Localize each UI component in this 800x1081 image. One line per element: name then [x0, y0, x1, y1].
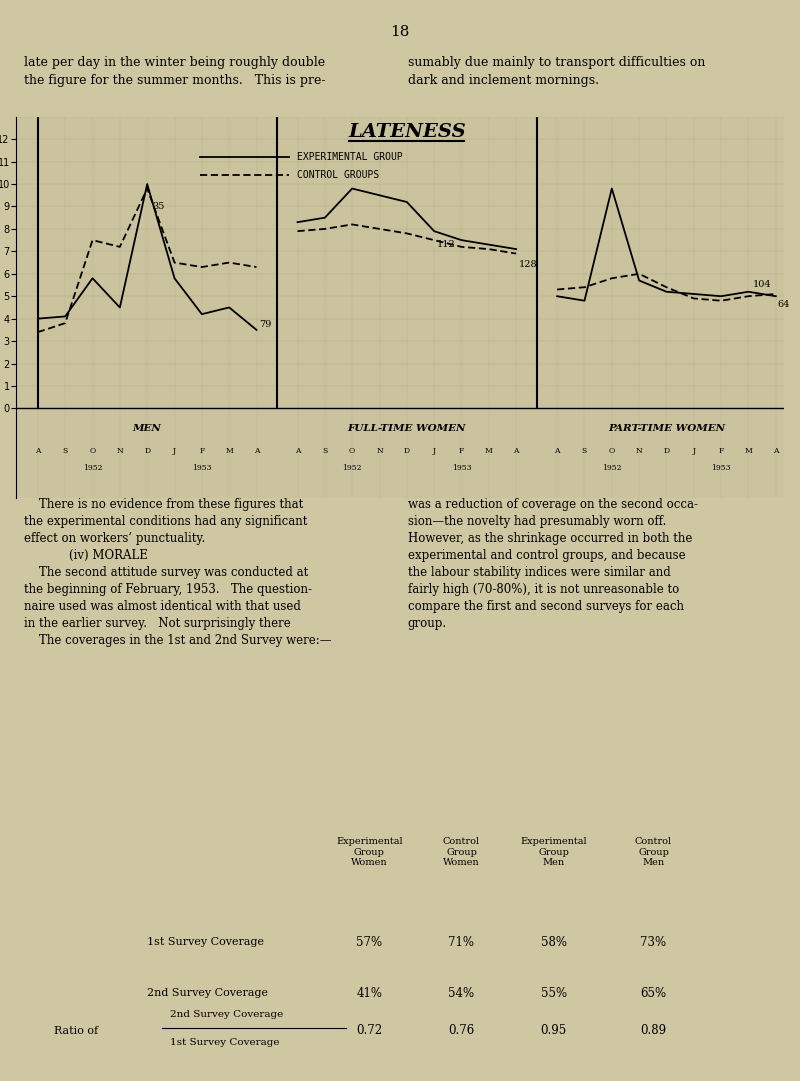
- Text: PART-TIME WOMEN: PART-TIME WOMEN: [608, 424, 725, 433]
- Text: Experimental
Group
Women: Experimental Group Women: [336, 837, 402, 867]
- Text: LATENESS: LATENESS: [348, 123, 466, 142]
- Text: 0.95: 0.95: [541, 1024, 566, 1037]
- Text: Control
Group
Men: Control Group Men: [635, 837, 672, 867]
- Text: S: S: [582, 446, 587, 454]
- Text: 0.89: 0.89: [640, 1024, 666, 1037]
- Text: EXPERIMENTAL GROUP: EXPERIMENTAL GROUP: [297, 152, 402, 162]
- Text: M: M: [226, 446, 233, 454]
- Text: 1952: 1952: [82, 465, 102, 472]
- Text: 1952: 1952: [602, 465, 622, 472]
- Text: 73%: 73%: [640, 935, 666, 948]
- Text: F: F: [718, 446, 724, 454]
- Text: 1st Survey Coverage: 1st Survey Coverage: [170, 1038, 279, 1046]
- Text: sumably due mainly to transport difficulties on
dark and inclement mornings.: sumably due mainly to transport difficul…: [408, 56, 705, 88]
- Text: A: A: [294, 446, 300, 454]
- Text: 0.76: 0.76: [448, 1024, 474, 1037]
- Text: was a reduction of coverage on the second occa-
sion—the novelty had presumably : was a reduction of coverage on the secon…: [408, 498, 698, 630]
- Text: 128: 128: [519, 261, 538, 269]
- Text: 1st Survey Coverage: 1st Survey Coverage: [146, 937, 263, 947]
- Text: O: O: [609, 446, 615, 454]
- Text: 18: 18: [390, 25, 410, 39]
- Text: N: N: [376, 446, 383, 454]
- Text: S: S: [62, 446, 68, 454]
- Text: 58%: 58%: [541, 935, 566, 948]
- Text: 0.72: 0.72: [356, 1024, 382, 1037]
- Text: 104: 104: [753, 280, 771, 290]
- Text: 41%: 41%: [356, 987, 382, 1000]
- Text: Experimental
Group
Men: Experimental Group Men: [520, 837, 587, 867]
- Text: 1953: 1953: [452, 465, 471, 472]
- Text: Control
Group
Women: Control Group Women: [443, 837, 480, 867]
- Text: late per day in the winter being roughly double
the figure for the summer months: late per day in the winter being roughly…: [24, 56, 325, 88]
- Text: O: O: [90, 446, 95, 454]
- Text: 112: 112: [437, 240, 456, 249]
- Text: 64: 64: [777, 301, 790, 309]
- Text: There is no evidence from these figures that
the experimental conditions had any: There is no evidence from these figures …: [24, 498, 331, 648]
- Text: 57%: 57%: [356, 935, 382, 948]
- Text: 2nd Survey Coverage: 2nd Survey Coverage: [146, 988, 267, 998]
- Text: 54%: 54%: [448, 987, 474, 1000]
- Text: J: J: [692, 446, 695, 454]
- Text: 2nd Survey Coverage: 2nd Survey Coverage: [170, 1010, 283, 1018]
- Text: A: A: [773, 446, 778, 454]
- Text: F: F: [459, 446, 464, 454]
- Text: 65%: 65%: [640, 987, 666, 1000]
- Text: D: D: [404, 446, 410, 454]
- Text: M: M: [745, 446, 752, 454]
- Text: 79: 79: [259, 320, 272, 329]
- Text: J: J: [433, 446, 436, 454]
- Text: N: N: [636, 446, 642, 454]
- Text: 35: 35: [153, 202, 165, 211]
- Text: 1953: 1953: [192, 465, 212, 472]
- Text: MEN: MEN: [133, 424, 162, 433]
- Text: N: N: [117, 446, 123, 454]
- Text: A: A: [514, 446, 519, 454]
- Text: 71%: 71%: [449, 935, 474, 948]
- Text: M: M: [485, 446, 493, 454]
- Text: A: A: [35, 446, 41, 454]
- Text: D: D: [144, 446, 150, 454]
- Text: Ratio of: Ratio of: [54, 1026, 98, 1036]
- Text: A: A: [554, 446, 560, 454]
- Text: 55%: 55%: [541, 987, 566, 1000]
- Text: D: D: [663, 446, 670, 454]
- Text: S: S: [322, 446, 327, 454]
- Text: 1953: 1953: [711, 465, 731, 472]
- Text: J: J: [173, 446, 176, 454]
- Text: 1952: 1952: [342, 465, 362, 472]
- Text: CONTROL GROUPS: CONTROL GROUPS: [297, 170, 379, 181]
- Text: F: F: [199, 446, 205, 454]
- Text: FULL-TIME WOMEN: FULL-TIME WOMEN: [347, 424, 466, 433]
- Text: O: O: [349, 446, 355, 454]
- Text: A: A: [254, 446, 259, 454]
